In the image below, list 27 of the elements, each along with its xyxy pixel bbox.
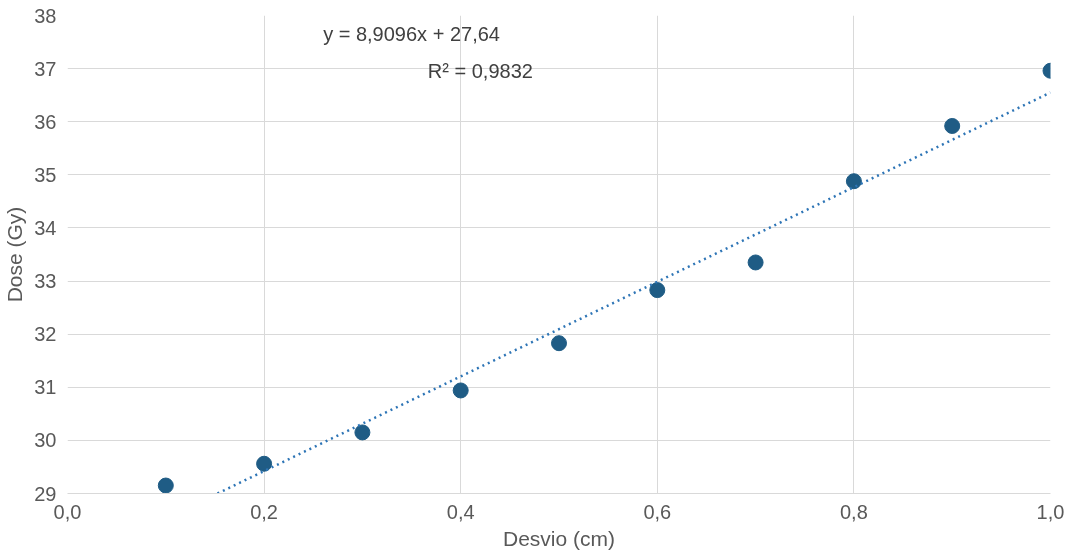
y-tick-label: 31 xyxy=(34,376,57,399)
point xyxy=(845,173,862,190)
y-tick-label: 37 xyxy=(34,57,57,80)
y-tick-label: 35 xyxy=(34,163,57,186)
y-tick-label: 33 xyxy=(34,270,57,293)
point xyxy=(747,254,764,271)
point xyxy=(944,117,961,134)
y-axis-title: Dose (Gy) xyxy=(3,206,27,303)
x-tick-label: 0,6 xyxy=(643,500,672,523)
y-tick-label: 36 xyxy=(34,110,57,133)
y-tick-label: 34 xyxy=(34,216,57,239)
annotation: y = 8,9096x + 27,64 xyxy=(323,23,500,46)
point xyxy=(157,477,174,494)
y-tick-label: 38 xyxy=(34,4,57,27)
annotation: R² = 0,9832 xyxy=(427,60,533,83)
point xyxy=(452,382,469,399)
x-tick-label: 0,4 xyxy=(446,500,475,523)
x-tick-label: 0,2 xyxy=(250,500,279,523)
y-tick-label: 32 xyxy=(34,323,57,346)
x-tick-label: 0,8 xyxy=(840,500,868,523)
point xyxy=(551,335,567,352)
point xyxy=(649,282,666,299)
point xyxy=(354,424,371,441)
x-tick-label: 1,0 xyxy=(1036,500,1065,523)
x-axis-title: Desvio (cm) xyxy=(503,526,616,550)
point xyxy=(256,455,273,472)
y-tick-label: 30 xyxy=(34,429,57,452)
